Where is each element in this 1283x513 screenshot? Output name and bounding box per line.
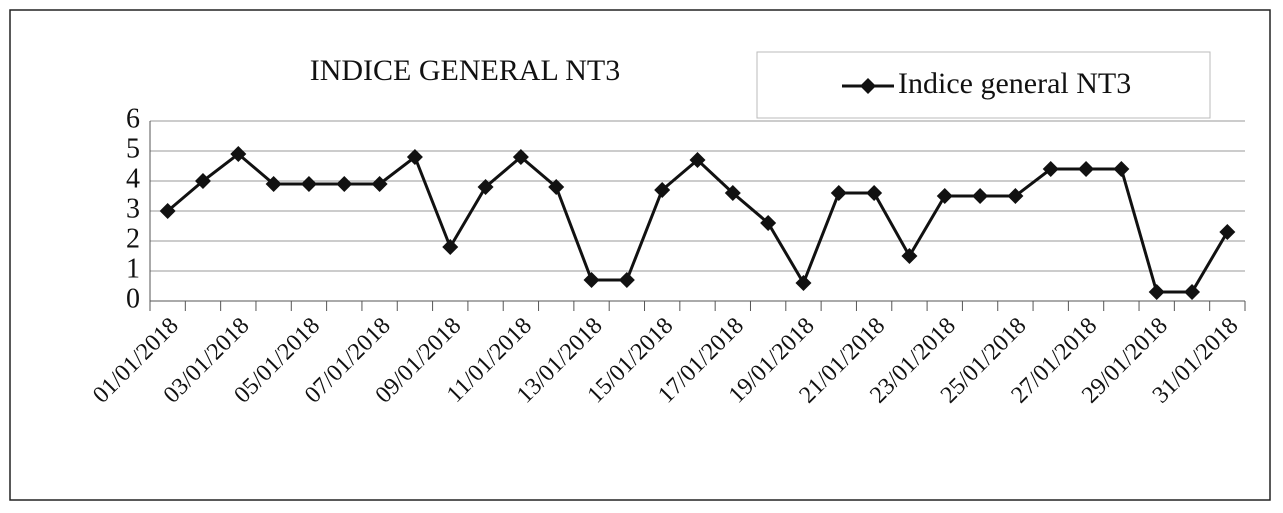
marker	[972, 188, 989, 204]
marker	[300, 176, 317, 192]
marker	[336, 176, 353, 192]
marker	[1184, 284, 1201, 300]
y-tick-label: 1	[126, 253, 140, 284]
marker	[1042, 161, 1059, 177]
marker	[442, 239, 459, 255]
marker	[194, 173, 211, 189]
legend-label: Indice general NT3	[898, 67, 1131, 100]
y-tick-label: 6	[126, 103, 140, 134]
marker	[830, 185, 847, 201]
marker	[1219, 224, 1236, 240]
marker	[1078, 161, 1095, 177]
marker	[866, 185, 883, 201]
marker	[477, 179, 494, 195]
y-tick-label: 0	[126, 283, 140, 314]
marker	[760, 215, 777, 231]
marker	[618, 272, 635, 288]
marker	[371, 176, 388, 192]
marker	[406, 149, 423, 165]
marker	[159, 203, 176, 219]
marker	[548, 179, 565, 195]
marker	[1007, 188, 1024, 204]
marker	[1113, 161, 1130, 177]
marker	[724, 185, 741, 201]
chart-title: INDICE GENERAL NT3	[310, 54, 621, 87]
marker	[654, 182, 671, 198]
marker	[795, 275, 812, 291]
y-tick-label: 3	[126, 193, 140, 224]
marker	[901, 248, 918, 264]
y-tick-label: 2	[126, 223, 140, 254]
marker	[583, 272, 600, 288]
legend-marker	[860, 78, 876, 94]
legend-box	[756, 51, 1211, 119]
marker	[689, 152, 706, 168]
marker	[936, 188, 953, 204]
marker	[1148, 284, 1165, 300]
marker	[265, 176, 282, 192]
y-tick-label: 4	[126, 163, 140, 194]
y-tick-label: 5	[126, 133, 140, 164]
marker	[230, 146, 247, 162]
marker	[512, 149, 529, 165]
